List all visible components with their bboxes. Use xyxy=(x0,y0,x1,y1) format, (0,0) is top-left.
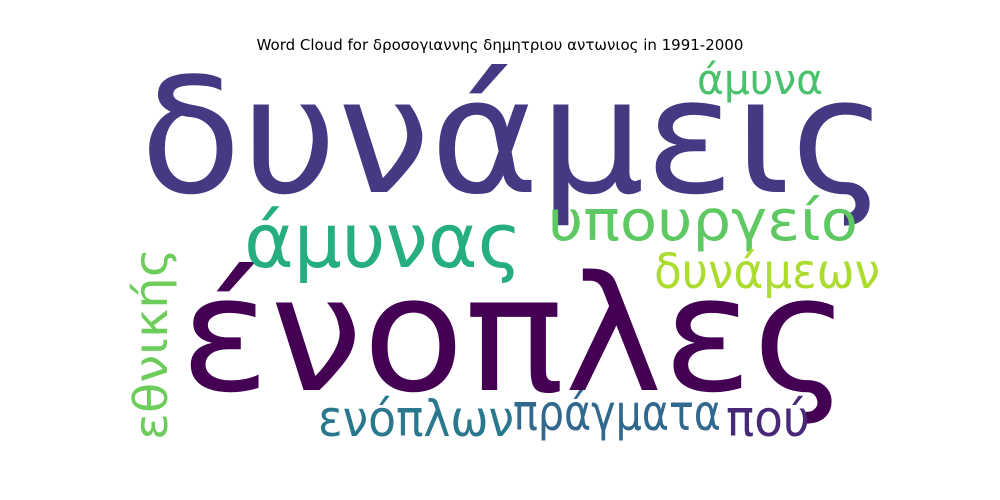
word-2: ένοπλες xyxy=(180,241,850,428)
word-7: εθνικής xyxy=(124,248,178,440)
word-3: άμυνας xyxy=(244,196,522,285)
word-6: άμυνα xyxy=(697,55,823,104)
word-9: πράγματα xyxy=(513,384,721,442)
word-1: δυνάμεις xyxy=(140,43,888,230)
word-10: πού xyxy=(726,390,810,448)
word-8: ενόπλων xyxy=(318,390,514,448)
chart-title: Word Cloud for δροσογιαννης δημητριου αν… xyxy=(256,36,744,54)
word-5: δυνάμεων xyxy=(654,244,880,300)
word-4: υπουργείο xyxy=(548,189,858,254)
